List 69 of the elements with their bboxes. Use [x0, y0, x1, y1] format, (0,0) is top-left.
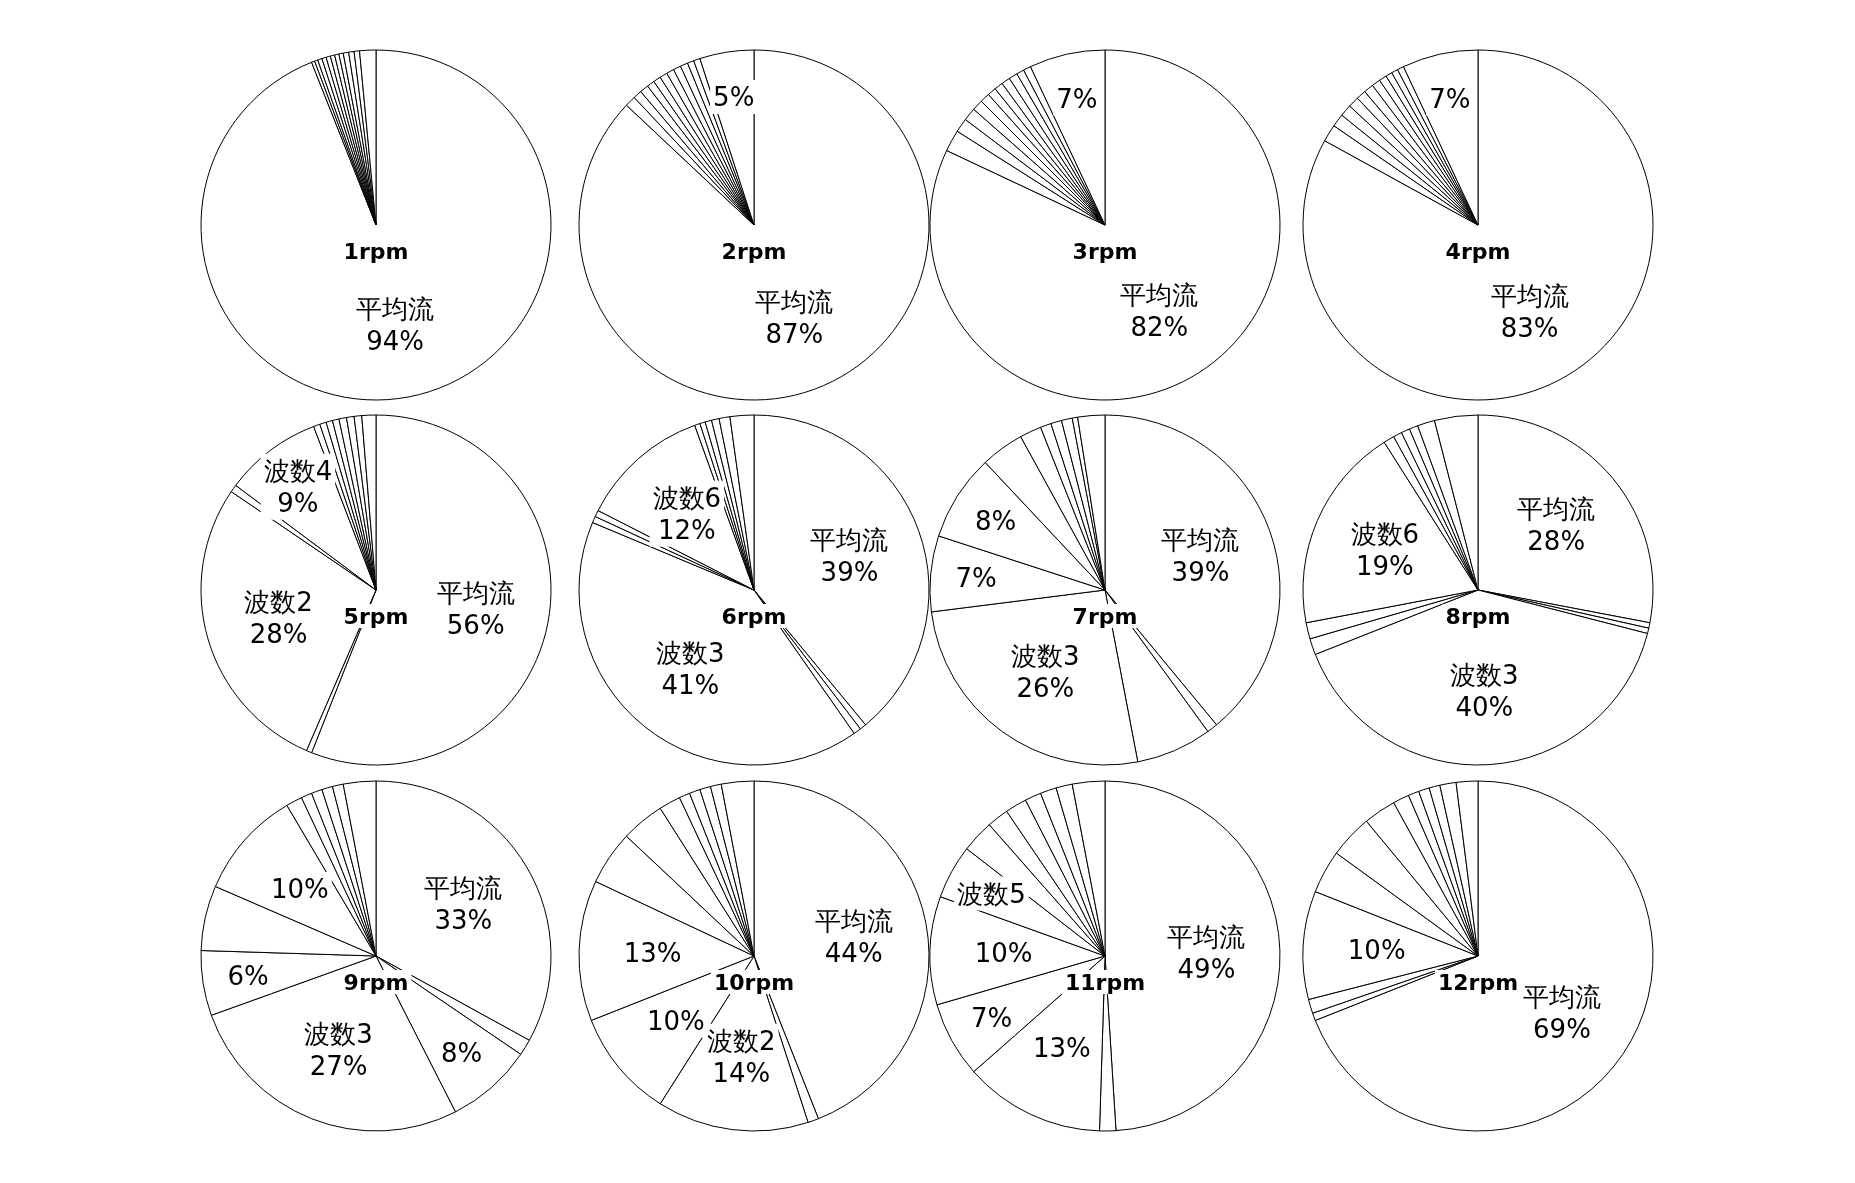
slice-label: 波数4	[263, 455, 333, 486]
data-label: 26%	[1016, 673, 1075, 704]
data-label: 69%	[1533, 1014, 1591, 1045]
text: 10rpm	[713, 969, 795, 995]
slice-label: 波数6	[652, 482, 722, 513]
slice-label: 平均流	[436, 578, 515, 609]
slice-label: 平均流	[755, 287, 834, 318]
data-label: 41%	[661, 670, 720, 701]
data-label: 8%	[441, 1038, 483, 1069]
data-label: 87%	[765, 319, 824, 350]
data-label: 7%	[970, 1003, 1013, 1034]
text: 8rpm	[1445, 603, 1511, 629]
text: 11rpm	[1064, 969, 1146, 995]
slice-label: 波数6	[1350, 518, 1420, 549]
data-label: 7%	[955, 562, 997, 593]
data-label: 8%	[975, 505, 1017, 536]
slice-label: 平均流	[1490, 281, 1569, 312]
data-label: 10%	[974, 937, 1033, 968]
data-label: 28%	[1527, 526, 1586, 557]
text: 2rpm	[721, 238, 787, 264]
data-label: 10%	[1347, 934, 1406, 965]
slice-label: 平均流	[1517, 494, 1596, 525]
text: 5rpm	[343, 603, 409, 629]
data-label: 12%	[657, 514, 716, 545]
data-label: 7%	[1056, 83, 1098, 114]
text: 6rpm	[721, 603, 787, 629]
slice-label: 平均流	[356, 293, 435, 324]
data-label: 39%	[1171, 556, 1230, 587]
data-label: 13%	[1032, 1032, 1091, 1063]
data-label: 10%	[646, 1005, 705, 1036]
slice-label: 波数5	[957, 878, 1026, 909]
slice-label: 平均流	[1522, 982, 1601, 1013]
data-label: 5%	[713, 82, 755, 113]
text: 3rpm	[1072, 238, 1138, 264]
text: 12rpm	[1437, 969, 1519, 995]
data-label: 44%	[824, 937, 883, 968]
slice-label: 波数2	[244, 587, 313, 618]
slice-label: 平均流	[1161, 524, 1240, 555]
slice-label: 波数3	[1450, 660, 1519, 691]
data-label: 6%	[227, 961, 269, 992]
text: 4rpm	[1445, 238, 1511, 264]
text: 9rpm	[343, 969, 409, 995]
data-label: 82%	[1130, 311, 1189, 342]
slice-label: 平均流	[1120, 279, 1199, 310]
data-label: 94%	[366, 325, 424, 356]
data-label: 7%	[1429, 83, 1471, 114]
slice-label: 波数3	[1011, 641, 1080, 672]
slice-label: 平均流	[424, 873, 503, 904]
data-label: 9%	[277, 487, 319, 518]
data-label: 19%	[1355, 550, 1414, 581]
data-label: 28%	[249, 619, 308, 650]
slice-label: 平均流	[810, 524, 889, 555]
slice-label: 平均流	[814, 905, 893, 936]
slice-label: 波数3	[656, 638, 725, 669]
text: 7rpm	[1072, 603, 1138, 629]
data-label: 56%	[446, 610, 505, 641]
slice-label: 波数2	[707, 1025, 776, 1056]
data-label: 49%	[1177, 953, 1236, 984]
data-label: 14%	[712, 1057, 771, 1088]
data-label: 27%	[309, 1051, 368, 1082]
slice-label: 平均流	[1167, 921, 1246, 952]
data-label: 33%	[434, 905, 493, 936]
data-label: 39%	[820, 556, 879, 587]
data-label: 13%	[623, 937, 682, 968]
data-label: 83%	[1500, 313, 1559, 344]
text: 1rpm	[343, 238, 409, 264]
data-label: 10%	[270, 873, 329, 904]
data-label: 40%	[1455, 692, 1514, 723]
slice-label: 波数3	[304, 1019, 373, 1050]
